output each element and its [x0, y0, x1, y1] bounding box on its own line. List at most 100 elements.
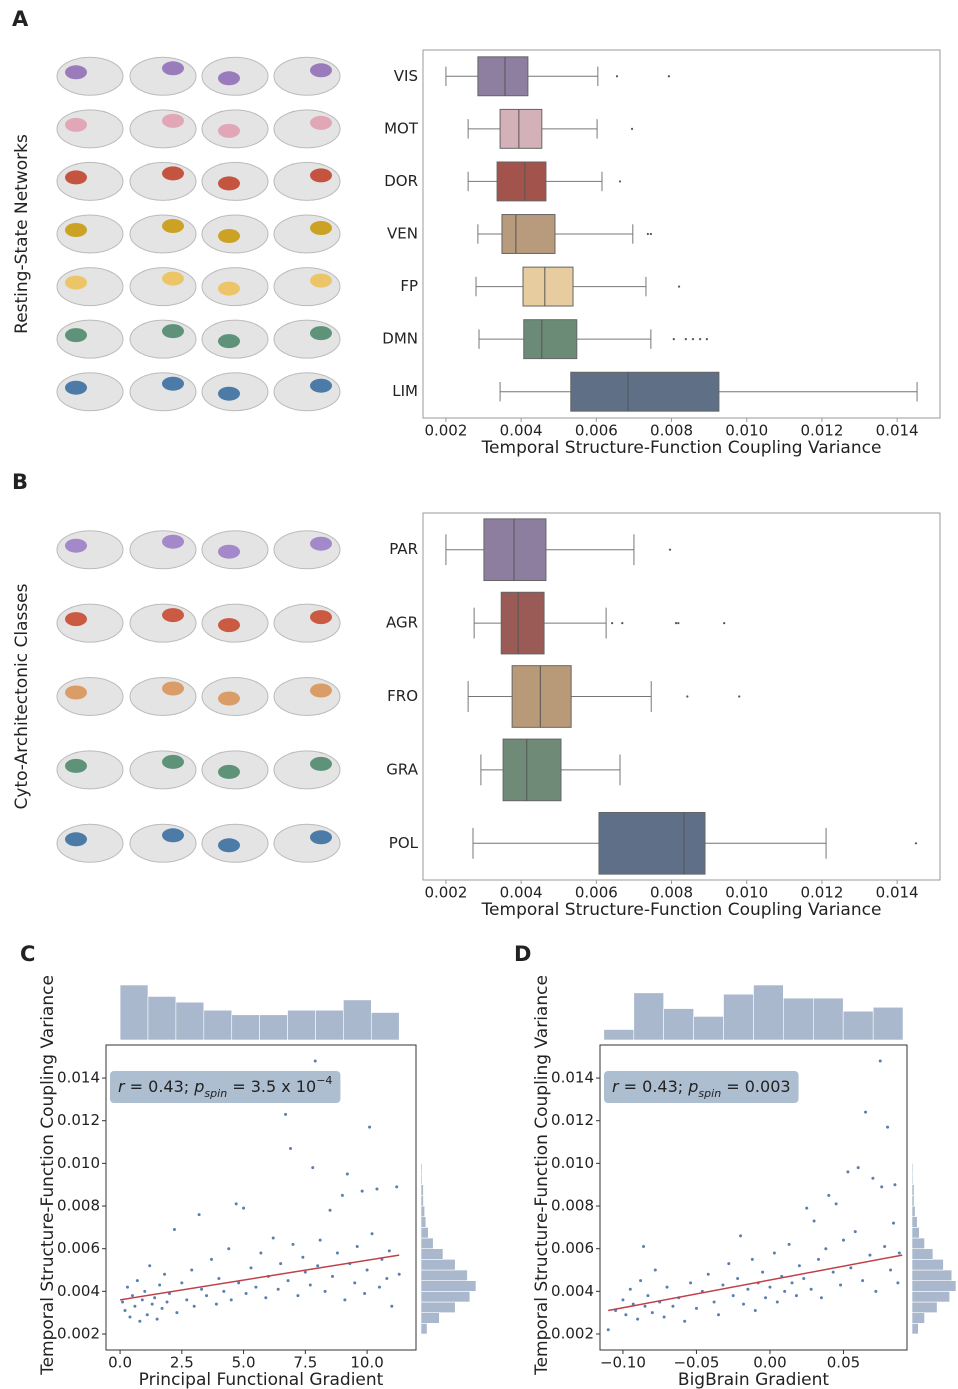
y-tick-label: 0.006: [57, 1239, 100, 1257]
point: [893, 1183, 896, 1186]
x-tick-label: 0.004: [500, 884, 543, 902]
x-tick-label: 0.0: [108, 1354, 132, 1372]
brain-outline: [274, 162, 340, 200]
brain-region: [162, 272, 184, 286]
brain-outline: [57, 531, 123, 569]
point: [136, 1279, 139, 1282]
point: [200, 1288, 203, 1291]
point: [371, 1232, 374, 1235]
point: [390, 1305, 393, 1308]
point: [663, 1315, 666, 1318]
outlier: [738, 695, 740, 697]
brain-outline: [57, 268, 123, 306]
brain-region: [310, 116, 332, 130]
brain-region: [162, 608, 184, 622]
x-tick-label: 0.00: [753, 1354, 786, 1372]
category-label: AGR: [386, 614, 418, 632]
point: [287, 1279, 290, 1282]
brain-outline: [130, 604, 196, 642]
x-axis-label: Principal Functional Gradient: [139, 1370, 384, 1389]
brain-region: [310, 274, 332, 288]
x-tick-label: 7.5: [293, 1354, 317, 1372]
point: [235, 1202, 238, 1205]
point: [388, 1249, 391, 1252]
box: [512, 666, 571, 728]
point: [254, 1286, 257, 1289]
top-hist-bar: [148, 996, 176, 1040]
point: [341, 1194, 344, 1197]
brain-region: [218, 765, 240, 779]
right-hist-bar: [912, 1259, 943, 1270]
point: [180, 1281, 183, 1284]
point: [621, 1298, 624, 1301]
point: [795, 1294, 798, 1297]
brain-region: [218, 387, 240, 401]
point: [754, 1309, 757, 1312]
point: [832, 1271, 835, 1274]
x-tick-label: 0.008: [650, 422, 693, 440]
brain-region: [310, 168, 332, 182]
panel-letter: D: [514, 942, 531, 966]
x-tick-label: 0.05: [827, 1354, 860, 1372]
top-hist-bar: [288, 1010, 316, 1040]
point: [732, 1294, 735, 1297]
outlier: [647, 233, 649, 235]
point: [126, 1286, 129, 1289]
right-hist-bar: [912, 1174, 913, 1185]
point: [133, 1305, 136, 1308]
right-hist-bar: [421, 1163, 422, 1174]
top-hist-bar: [371, 1013, 399, 1041]
point: [291, 1243, 294, 1246]
x-tick-label: 0.012: [800, 884, 843, 902]
right-hist-bar: [912, 1163, 913, 1174]
outlier: [669, 549, 671, 551]
brain-region: [162, 682, 184, 696]
point: [128, 1315, 131, 1318]
outlier: [723, 622, 725, 624]
point: [319, 1239, 322, 1242]
point: [707, 1273, 710, 1276]
point: [783, 1290, 786, 1293]
point: [138, 1320, 141, 1323]
point: [398, 1273, 401, 1276]
panel-letter: B: [12, 470, 28, 494]
annotation: r = 0.43; pspin = 3.5 x 10−4: [110, 1071, 340, 1103]
point: [764, 1296, 767, 1299]
point: [279, 1262, 282, 1265]
box: [571, 372, 719, 411]
point: [788, 1243, 791, 1246]
point: [683, 1320, 686, 1323]
brain-outline: [274, 373, 340, 411]
category-label: FRO: [387, 687, 418, 705]
brain-outline: [57, 320, 123, 358]
category-label: LIM: [392, 382, 418, 400]
top-hist-bar: [664, 1009, 694, 1040]
point: [311, 1166, 314, 1169]
point: [363, 1292, 366, 1295]
outlier: [611, 622, 613, 624]
point: [175, 1311, 178, 1314]
point: [185, 1298, 188, 1301]
point: [791, 1281, 794, 1284]
point: [651, 1311, 654, 1314]
outlier: [619, 180, 621, 182]
point: [277, 1288, 280, 1291]
y-tick-label: 0.010: [57, 1154, 100, 1172]
right-hist-bar: [912, 1270, 952, 1281]
y-tick-label: 0.004: [57, 1282, 100, 1300]
right-hist-bar: [421, 1206, 425, 1217]
annotation-part: spin: [698, 1087, 721, 1100]
point: [227, 1247, 230, 1250]
point: [131, 1294, 134, 1297]
outlier: [686, 695, 688, 697]
point: [874, 1290, 877, 1293]
point: [886, 1126, 889, 1129]
annotation-part: p: [193, 1077, 204, 1096]
brain-outline: [130, 531, 196, 569]
right-hist-bar: [912, 1217, 917, 1228]
point: [805, 1207, 808, 1210]
right-hist-bar: [912, 1302, 937, 1313]
top-hist-bar: [343, 1000, 371, 1040]
point: [193, 1305, 196, 1308]
point: [198, 1213, 201, 1216]
